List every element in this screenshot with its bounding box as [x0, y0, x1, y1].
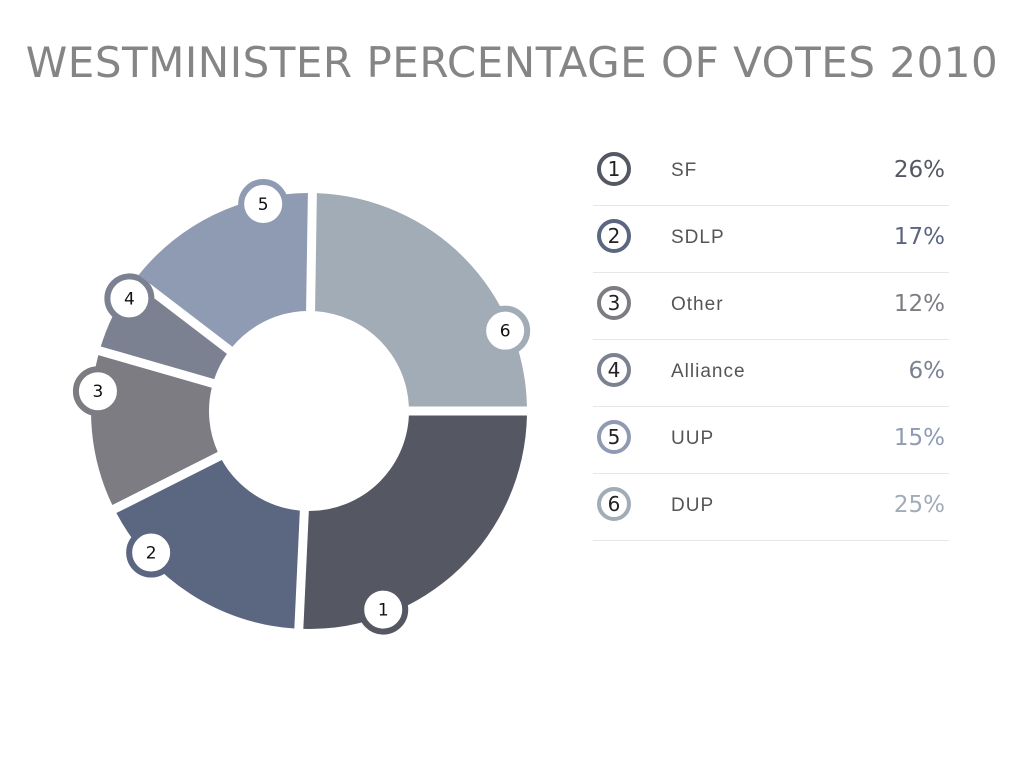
- slice-badge-number: 4: [124, 289, 135, 309]
- legend-item-sdlp: 2 SDLP 17%: [593, 206, 949, 273]
- legend-badge: 5: [597, 420, 631, 454]
- donut-slice-uup: [138, 193, 308, 347]
- legend-value: 26%: [893, 157, 945, 183]
- legend-badge: 4: [597, 353, 631, 387]
- legend-label: Alliance: [671, 361, 746, 382]
- legend-label: DUP: [671, 495, 715, 516]
- legend-badge: 3: [597, 286, 631, 320]
- slice-badge-number: 1: [378, 601, 389, 621]
- donut-slice-sf: [303, 415, 527, 629]
- slice-badge-number: 5: [258, 195, 269, 215]
- legend-label: Other: [671, 294, 724, 315]
- legend-label: SF: [671, 160, 698, 181]
- legend-badge: 6: [597, 487, 631, 521]
- slice-badge: 5: [238, 179, 289, 230]
- legend-value: 15%: [893, 425, 945, 451]
- legend-value: 25%: [893, 492, 945, 518]
- legend-label: SDLP: [671, 227, 725, 248]
- legend-item-sf: 1 SF 26%: [593, 139, 949, 206]
- legend-item-other: 3 Other 12%: [593, 273, 949, 340]
- legend-value: 12%: [893, 291, 945, 317]
- slice-badge: 1: [358, 584, 409, 635]
- donut-chart: 1 2 3 4 5 6: [72, 179, 531, 635]
- slice-badge-number: 2: [146, 544, 157, 564]
- slice-badge: 2: [126, 527, 177, 578]
- slice-badge-number: 3: [93, 382, 104, 402]
- legend-label: UUP: [671, 428, 715, 449]
- legend-value: 17%: [893, 224, 945, 250]
- legend-item-dup: 6 DUP 25%: [593, 474, 949, 541]
- legend-badge: 1: [597, 152, 631, 186]
- chart-title: WESTMINISTER PERCENTAGE OF VOTES 2010: [25, 38, 999, 87]
- slice-badge: 3: [72, 366, 123, 417]
- slice-badge-number: 6: [500, 322, 511, 342]
- legend-item-uup: 5 UUP 15%: [593, 407, 949, 474]
- slice-badge: 6: [480, 305, 531, 356]
- legend-item-alliance: 4 Alliance 6%: [593, 340, 949, 407]
- legend-badge: 2: [597, 219, 631, 253]
- donut-slice-sdlp: [116, 459, 300, 629]
- donut-slice-dup: [315, 193, 527, 407]
- slice-badge: 4: [104, 273, 155, 324]
- legend-value: 6%: [908, 358, 946, 384]
- legend: 1 SF 26% 2 SDLP 17% 3 Other 12% 4 Alliance 6% 5 UUP 15…: [593, 139, 949, 541]
